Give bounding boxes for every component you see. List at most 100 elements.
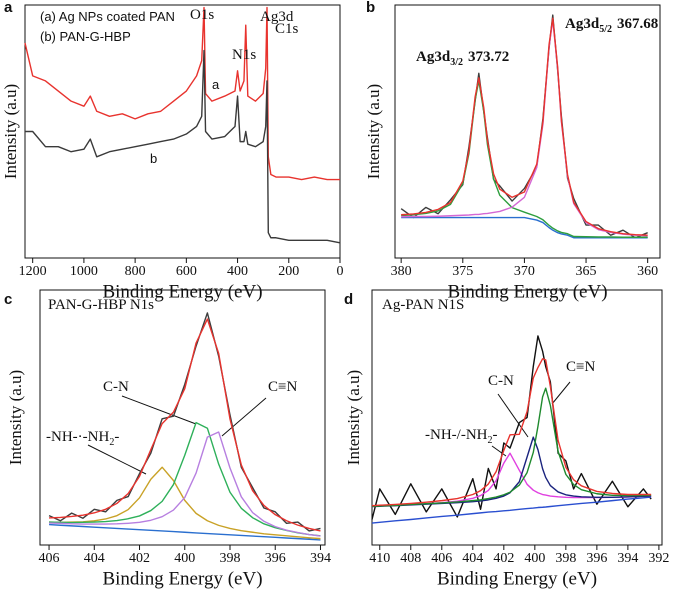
annotation-value: 373.72 [468,49,509,65]
spectrum-line [24,6,340,181]
x-tick-label: 398 [555,551,576,566]
x-tick-label: 396 [586,551,607,566]
spectrum-line [371,436,652,508]
x-tick-label: 400 [227,264,248,279]
panel-letter: c [4,291,12,308]
x-tick-label: 404 [84,551,105,566]
panel: 410 408 406 404 402 400 398 396 394 392 Binding En… [344,289,669,589]
spectrum-line [371,452,652,507]
y-axis-title: Intensity (a.u) [344,370,363,465]
x-tick-label: 600 [176,264,197,279]
x-axis-title: Binding Energy (eV) [102,281,262,302]
arrow [87,444,147,475]
annotation: -NH-/-NH2- [425,427,497,446]
x-tick-label: 404 [462,551,483,566]
panel: 380 375 370 365 360 Binding Energy (eV) Intens… [364,0,661,302]
annotation-text: Ag3d [416,49,451,65]
annotation-text: (b) PAN-G-HBP [40,29,131,44]
annotation-text: Ag-PAN N1S [382,297,464,313]
spectrum-line [49,421,321,537]
spectrum-line [371,387,652,507]
x-tick-label: 392 [648,551,669,566]
spectrum-line [401,19,648,237]
x-tick-label: 200 [278,264,299,279]
arrow [497,393,529,438]
x-tick-label: 406 [39,551,60,566]
spectrum-line [371,358,652,507]
annotation-text: C≡N [566,359,595,375]
annotation-text: -NH-·-NH [46,429,109,445]
annotation: C1s [275,21,299,37]
spectrum-line [48,312,321,532]
arrow [121,395,197,425]
x-tick-label: 398 [220,551,241,566]
x-tick-label: 1000 [70,264,98,279]
panel-letter: a [4,0,13,16]
x-tick-label: 406 [431,551,452,566]
x-axis-title: Binding Energy (eV) [447,281,607,302]
spectrum-line [401,80,648,238]
x-tick-label: 394 [310,551,331,566]
x-tick-label: 1200 [19,264,47,279]
annotation: O1s [190,7,214,23]
x-tick-label: 410 [369,551,390,566]
x-tick-label: 800 [125,264,146,279]
panel: 1200 1000 800 600 400 200 0 Binding Energy (eV)… [1,0,344,302]
annotation-subscript: 3/2 [450,57,463,68]
x-tick-label: 396 [265,551,286,566]
annotation: b [150,151,157,166]
arrow [221,397,267,437]
spectrum-line [401,17,648,236]
spectrum-line [371,335,652,520]
spectrum-line [49,318,321,532]
x-tick-label: 0 [337,264,344,279]
plot-frame [394,4,661,259]
annotation-text: PAN-G-HBP N1s [48,297,154,313]
annotation-tail: - [492,427,497,443]
annotation: C-N [103,379,129,395]
y-axis-title: Intensity (a.u) [364,84,383,179]
x-axis-title: Binding Energy (eV) [102,568,262,589]
arrow [491,445,507,457]
annotation-subscript: 2 [487,435,492,446]
plot-frame [39,289,326,546]
annotation-text: C-N [488,373,514,389]
x-tick-label: 394 [617,551,638,566]
x-tick-label: 402 [129,551,150,566]
panel-letter: b [366,0,375,16]
spectrum-line [401,216,648,239]
annotation: Ag3d [260,9,294,25]
annotation: (b) PAN-G-HBP [40,29,131,44]
annotation: C≡N [268,379,297,395]
annotation: PAN-G-HBP N1s [48,297,154,313]
annotation: Ag3d3/2 373.72 [416,49,509,68]
y-axis-title: Intensity (a.u) [6,370,25,465]
annotation-text: N1s [232,47,256,63]
annotation-text: Ag3d [260,9,294,25]
x-tick-label: 400 [524,551,545,566]
x-tick-label: 365 [576,264,597,279]
annotation: C-N [488,373,514,389]
y-axis-title: Intensity (a.u) [1,84,20,179]
plot-frame [371,289,663,546]
annotation-text: C-N [103,379,129,395]
panel-letter: d [344,291,353,308]
x-tick-label: 360 [637,264,658,279]
annotation-text: b [150,151,157,166]
annotation-text: Ag3d [565,16,600,32]
annotation-text: O1s [190,7,214,23]
x-axis-title: Binding Energy (eV) [437,568,597,589]
annotation: -NH-·-NH2- [46,429,119,448]
spectrum-line [49,466,321,540]
annotation-text: C≡N [268,379,297,395]
x-tick-label: 400 [174,551,195,566]
annotation-text: -NH-/-NH [425,427,488,443]
annotation: (a) Ag NPs coated PAN [40,9,175,24]
annotation: N1s [232,47,256,63]
x-tick-label: 380 [391,264,412,279]
arrow [551,381,571,405]
annotation-subscript: 5/2 [599,24,612,35]
x-tick-label: 370 [514,264,535,279]
annotation-text: C1s [275,21,299,37]
